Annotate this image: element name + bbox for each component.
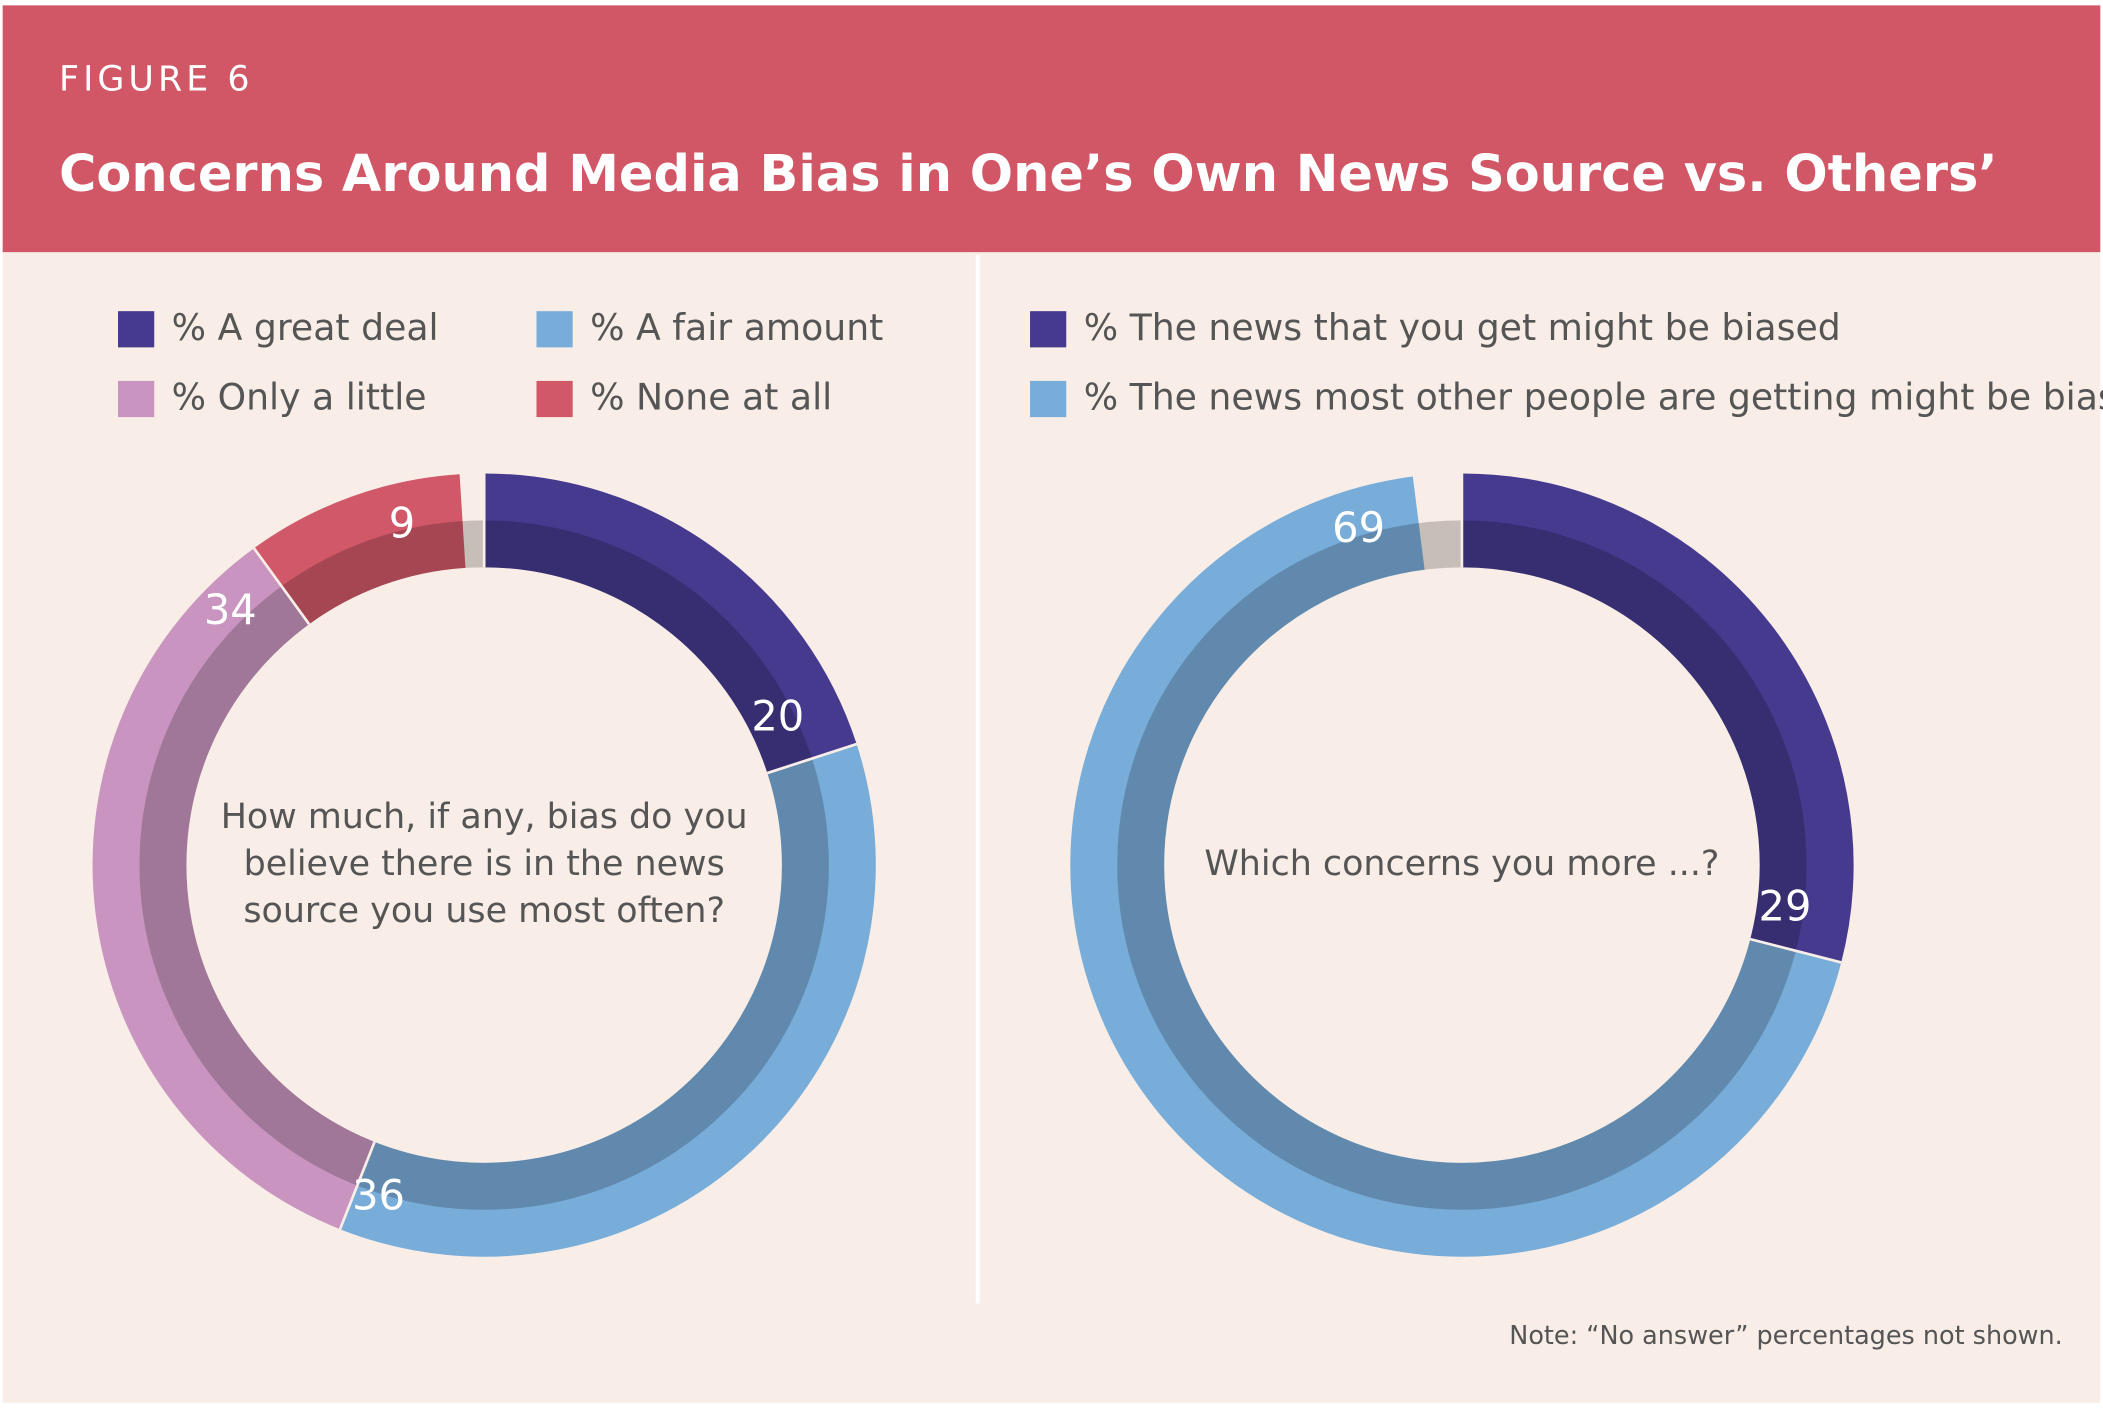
value-label: 20 [751, 691, 804, 740]
legend-label: % A great deal [172, 306, 439, 349]
legend-swatch [1030, 311, 1067, 348]
value-label: 36 [352, 1171, 405, 1220]
note: Note: “No answer” percentages not shown. [1509, 1321, 2062, 1351]
legend-label: % The news most other people are getting… [1084, 376, 2103, 419]
legend-label: % A fair amount [590, 306, 883, 349]
figure-label: FIGURE 6 [59, 59, 254, 99]
center-question: Which concerns you more ...? [1204, 844, 1719, 884]
donut-segment [253, 474, 467, 625]
donut-segment [483, 473, 857, 774]
center-question: believe there is in the news [244, 844, 725, 884]
center-question: How much, if any, bias do you [221, 797, 748, 837]
segment-separator [252, 547, 311, 625]
figure-title: Concerns Around Media Bias in One’s Own … [59, 145, 1998, 204]
legend-label: % None at all [590, 376, 832, 419]
donut-segment [340, 744, 876, 1257]
legend-swatch [536, 380, 573, 418]
segment-separator [338, 1141, 376, 1230]
value-label: 29 [1759, 881, 1812, 930]
value-label: 69 [1332, 503, 1385, 552]
segment-separator [766, 742, 858, 775]
legend-swatch [536, 311, 573, 348]
center-question: source you use most often? [243, 891, 725, 931]
value-label: 34 [204, 585, 257, 634]
legend-label: % The news that you get might be biased [1084, 306, 1841, 349]
legend-label: % Only a little [172, 376, 427, 419]
value-label: 9 [389, 498, 415, 547]
header-band [2, 5, 2101, 253]
segment-separator [1749, 937, 1842, 964]
donut-segment [92, 548, 375, 1230]
donut-segment [1461, 473, 1854, 963]
donut-segment [1070, 476, 1842, 1257]
legend-swatch [118, 380, 155, 418]
legend-swatch [1030, 380, 1067, 418]
legend-swatch [118, 311, 155, 348]
